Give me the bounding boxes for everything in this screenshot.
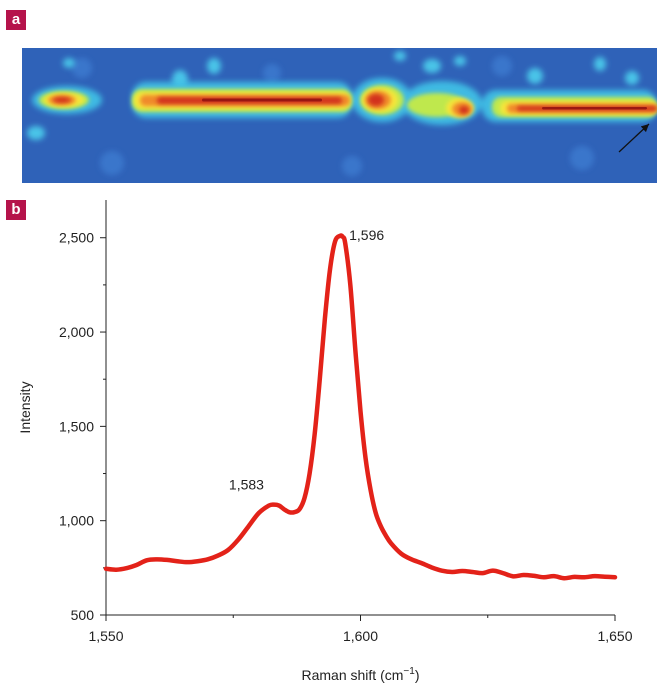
peak-label-1583: 1,583 xyxy=(229,477,264,493)
panel-label-a: a xyxy=(6,10,26,30)
y-axis-title: Intensity xyxy=(17,381,33,433)
y-tick-label: 2,500 xyxy=(59,230,94,246)
raman-intensity-map xyxy=(22,48,657,183)
spectrum-line xyxy=(103,233,618,581)
y-tick-label: 2,000 xyxy=(59,324,94,340)
y-tick-label: 1,000 xyxy=(59,513,94,529)
x-tick-label: 1,600 xyxy=(343,628,378,644)
raman-spectrum-chart: 500 1,000 1,500 2,000 2,500 1,550 1,600 1,650 1… xyxy=(17,200,633,683)
peak-label-1596: 1,596 xyxy=(349,227,384,243)
arrow-indicator xyxy=(618,123,650,153)
x-tick-label: 1,550 xyxy=(88,628,123,644)
y-tick-label: 1,500 xyxy=(59,418,94,434)
y-tick-label: 500 xyxy=(71,607,95,623)
panel-label-b: b xyxy=(6,200,26,220)
ticks: 500 1,000 1,500 2,000 2,500 1,550 1,600 1,650 xyxy=(59,230,633,644)
series-layer xyxy=(103,233,618,581)
x-axis-title: Raman shift (cm−1) xyxy=(302,666,420,683)
labels: 1,583 1,596 Intensity Raman shift (cm−1) xyxy=(17,227,420,683)
x-tick-label: 1,650 xyxy=(597,628,632,644)
